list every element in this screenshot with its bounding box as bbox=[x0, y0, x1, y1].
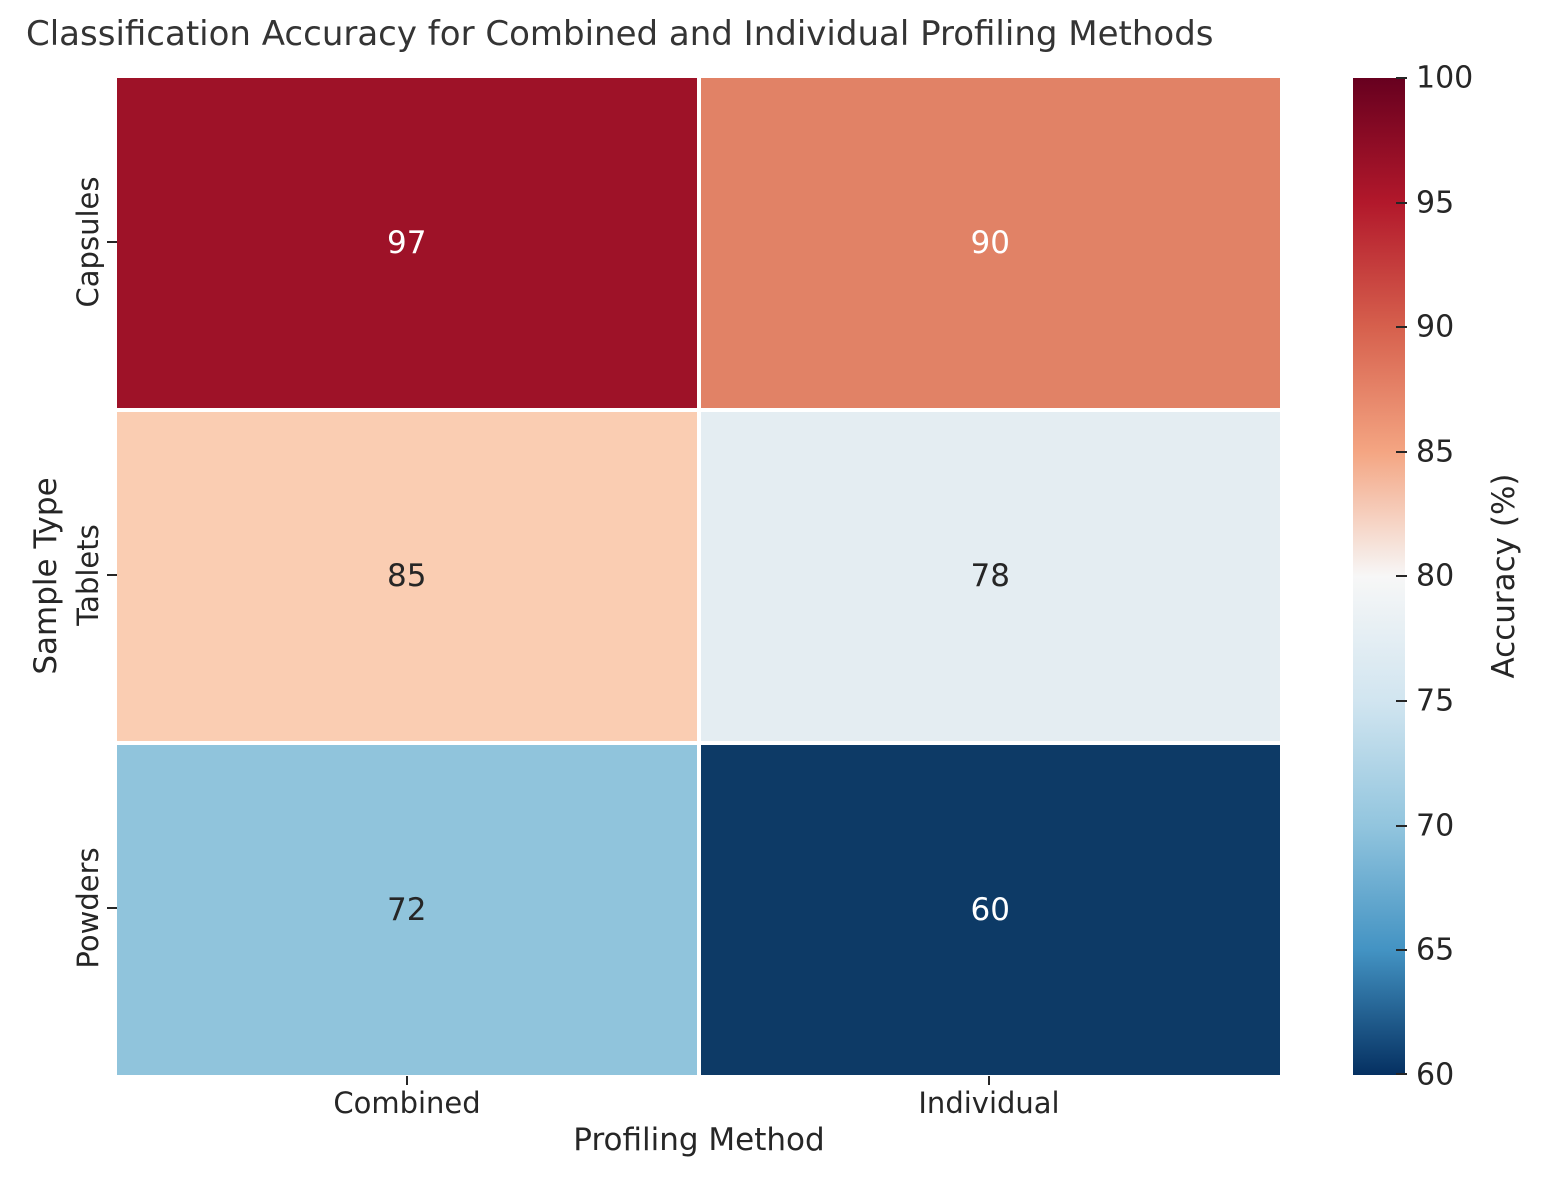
colorbar-tick-mark bbox=[1396, 1073, 1407, 1075]
colorbar-tick-label: 100 bbox=[1416, 60, 1474, 96]
x-axis-label: Profiling Method bbox=[573, 1122, 825, 1158]
colorbar-tick-label: 85 bbox=[1416, 434, 1455, 470]
x-tick-mark bbox=[406, 1076, 408, 1085]
y-tick-label-powders: Powders bbox=[71, 847, 105, 969]
colorbar-tick-mark bbox=[1396, 700, 1407, 702]
colorbar-tick-label: 70 bbox=[1416, 808, 1455, 844]
colorbar-tick-mark bbox=[1396, 451, 1407, 453]
colorbar-tick-mark bbox=[1396, 825, 1407, 827]
colorbar-tick-mark bbox=[1396, 949, 1407, 951]
x-tick-mark bbox=[988, 1076, 990, 1085]
chart-title: Classification Accuracy for Combined and… bbox=[26, 14, 1214, 54]
colorbar-tick-label: 60 bbox=[1416, 1057, 1455, 1093]
x-tick-label-individual: Individual bbox=[918, 1086, 1060, 1120]
heatmap-cell-tablets-combined: 85 bbox=[117, 411, 697, 742]
y-tick-label-tablets: Tablets bbox=[71, 524, 105, 626]
colorbar-axis-label: Accuracy (%) bbox=[1486, 473, 1522, 679]
y-tick-mark bbox=[107, 574, 117, 576]
y-tick-label-capsules: Capsules bbox=[71, 176, 105, 308]
y-tick-mark bbox=[107, 907, 117, 909]
colorbar-tick-mark bbox=[1396, 77, 1407, 79]
y-tick-mark bbox=[107, 241, 117, 243]
heatmap-cell-powders-individual: 60 bbox=[700, 745, 1280, 1075]
heatmap-cell-powders-combined: 72 bbox=[117, 745, 697, 1075]
colorbar-tick-label: 90 bbox=[1416, 309, 1455, 345]
colorbar-tick-mark bbox=[1396, 575, 1407, 577]
colorbar-tick-label: 95 bbox=[1416, 185, 1455, 221]
heatmap-grid: 97 90 85 78 72 60 bbox=[117, 78, 1280, 1075]
heatmap-cell-tablets-individual: 78 bbox=[700, 411, 1280, 742]
x-tick-label-combined: Combined bbox=[333, 1086, 481, 1120]
y-axis-label: Sample Type bbox=[28, 477, 64, 675]
colorbar-tick-label: 65 bbox=[1416, 932, 1455, 968]
heatmap-cell-capsules-individual: 90 bbox=[700, 78, 1280, 408]
colorbar-tick-label: 75 bbox=[1416, 683, 1455, 719]
heatmap-cell-capsules-combined: 97 bbox=[117, 78, 697, 408]
colorbar-tick-label: 80 bbox=[1416, 558, 1455, 594]
colorbar-tick-mark bbox=[1396, 202, 1407, 204]
colorbar-tick-mark bbox=[1396, 326, 1407, 328]
